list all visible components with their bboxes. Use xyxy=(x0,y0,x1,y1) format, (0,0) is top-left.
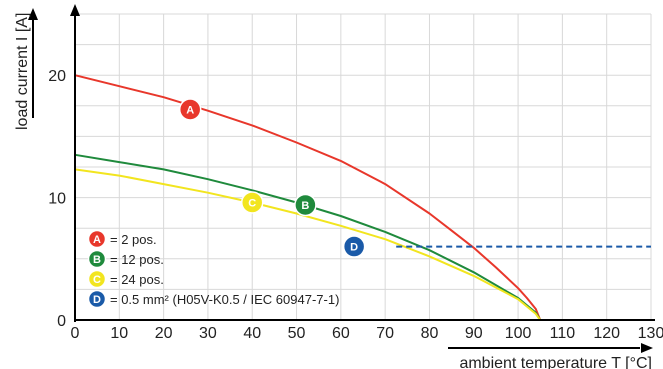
x-tick-label: 90 xyxy=(465,325,483,342)
y-axis-title: load current I [A] xyxy=(14,13,31,130)
legend-label: = 24 pos. xyxy=(110,272,164,287)
legend-label: = 0.5 mm² (H05V-K0.5 / IEC 60947-7-1) xyxy=(110,292,339,307)
legend-key: A xyxy=(93,234,101,246)
x-tick-label: 120 xyxy=(593,325,620,342)
legend-item-b: B = 12 pos. xyxy=(87,249,164,269)
xlabel-arrow-icon xyxy=(641,343,653,353)
x-tick-label: 20 xyxy=(155,325,173,342)
series-marker-c: C xyxy=(240,191,264,214)
legend-item-a: A = 2 pos. xyxy=(87,229,157,249)
legend-swatch xyxy=(87,249,107,269)
series-line-c xyxy=(74,168,542,321)
x-tick-label: 40 xyxy=(243,325,261,342)
marker-label: A xyxy=(186,104,194,116)
x-tick-label: 10 xyxy=(110,325,128,342)
legend-label: = 2 pos. xyxy=(110,232,157,247)
x-tick-label: 130 xyxy=(638,325,663,342)
ylabel-arrow-icon xyxy=(28,8,38,20)
x-axis-title: ambient temperature T [°C] xyxy=(459,355,652,369)
x-tick-label: 50 xyxy=(288,325,306,342)
marker-label: C xyxy=(248,197,256,209)
series-marker-b: B xyxy=(294,193,317,217)
y-axis-arrow-icon xyxy=(70,4,80,16)
legend-label: = 12 pos. xyxy=(110,252,164,267)
legend-key: B xyxy=(93,254,101,266)
x-tick-label: 110 xyxy=(550,325,576,342)
grid xyxy=(75,13,652,320)
x-tick-label: 0 xyxy=(71,325,80,342)
legend-key: D xyxy=(93,294,101,306)
x-tick-label: 100 xyxy=(505,325,532,342)
y-tick-label: 20 xyxy=(48,68,66,85)
legend: A = 2 pos. B = 12 pos. C = 24 pos. D = 0.5 mm² … xyxy=(87,229,339,309)
axes xyxy=(28,4,655,353)
x-tick-label: 60 xyxy=(332,325,350,342)
marker-circle xyxy=(178,98,202,121)
x-tick-label: 80 xyxy=(421,325,439,342)
x-tick-label: 30 xyxy=(199,325,217,342)
marker-label: B xyxy=(301,200,309,212)
marker-label: D xyxy=(350,242,358,254)
series-line-b xyxy=(74,153,542,321)
marker-circle xyxy=(342,235,366,258)
legend-swatch xyxy=(87,289,107,309)
legend-key: C xyxy=(93,274,101,286)
marker-circle xyxy=(294,193,317,217)
tick-labels: 0 10 20 30 40 50 60 70 80 90 100 110 120 130 0 10 20 xyxy=(48,68,663,342)
legend-swatch xyxy=(87,229,107,249)
legend-item-c: C = 24 pos. xyxy=(87,269,164,289)
x-tick-label: 70 xyxy=(376,325,394,342)
legend-item-d: D = 0.5 mm² (H05V-K0.5 / IEC 60947-7-1) xyxy=(87,289,339,309)
series-marker-a: A xyxy=(178,98,202,121)
y-tick-label: 0 xyxy=(57,313,66,330)
series-marker-d: D xyxy=(342,235,366,258)
series-markers: A B C D xyxy=(178,98,366,258)
legend-swatch xyxy=(87,269,107,289)
y-tick-label: 10 xyxy=(48,191,66,208)
marker-circle xyxy=(240,191,264,214)
